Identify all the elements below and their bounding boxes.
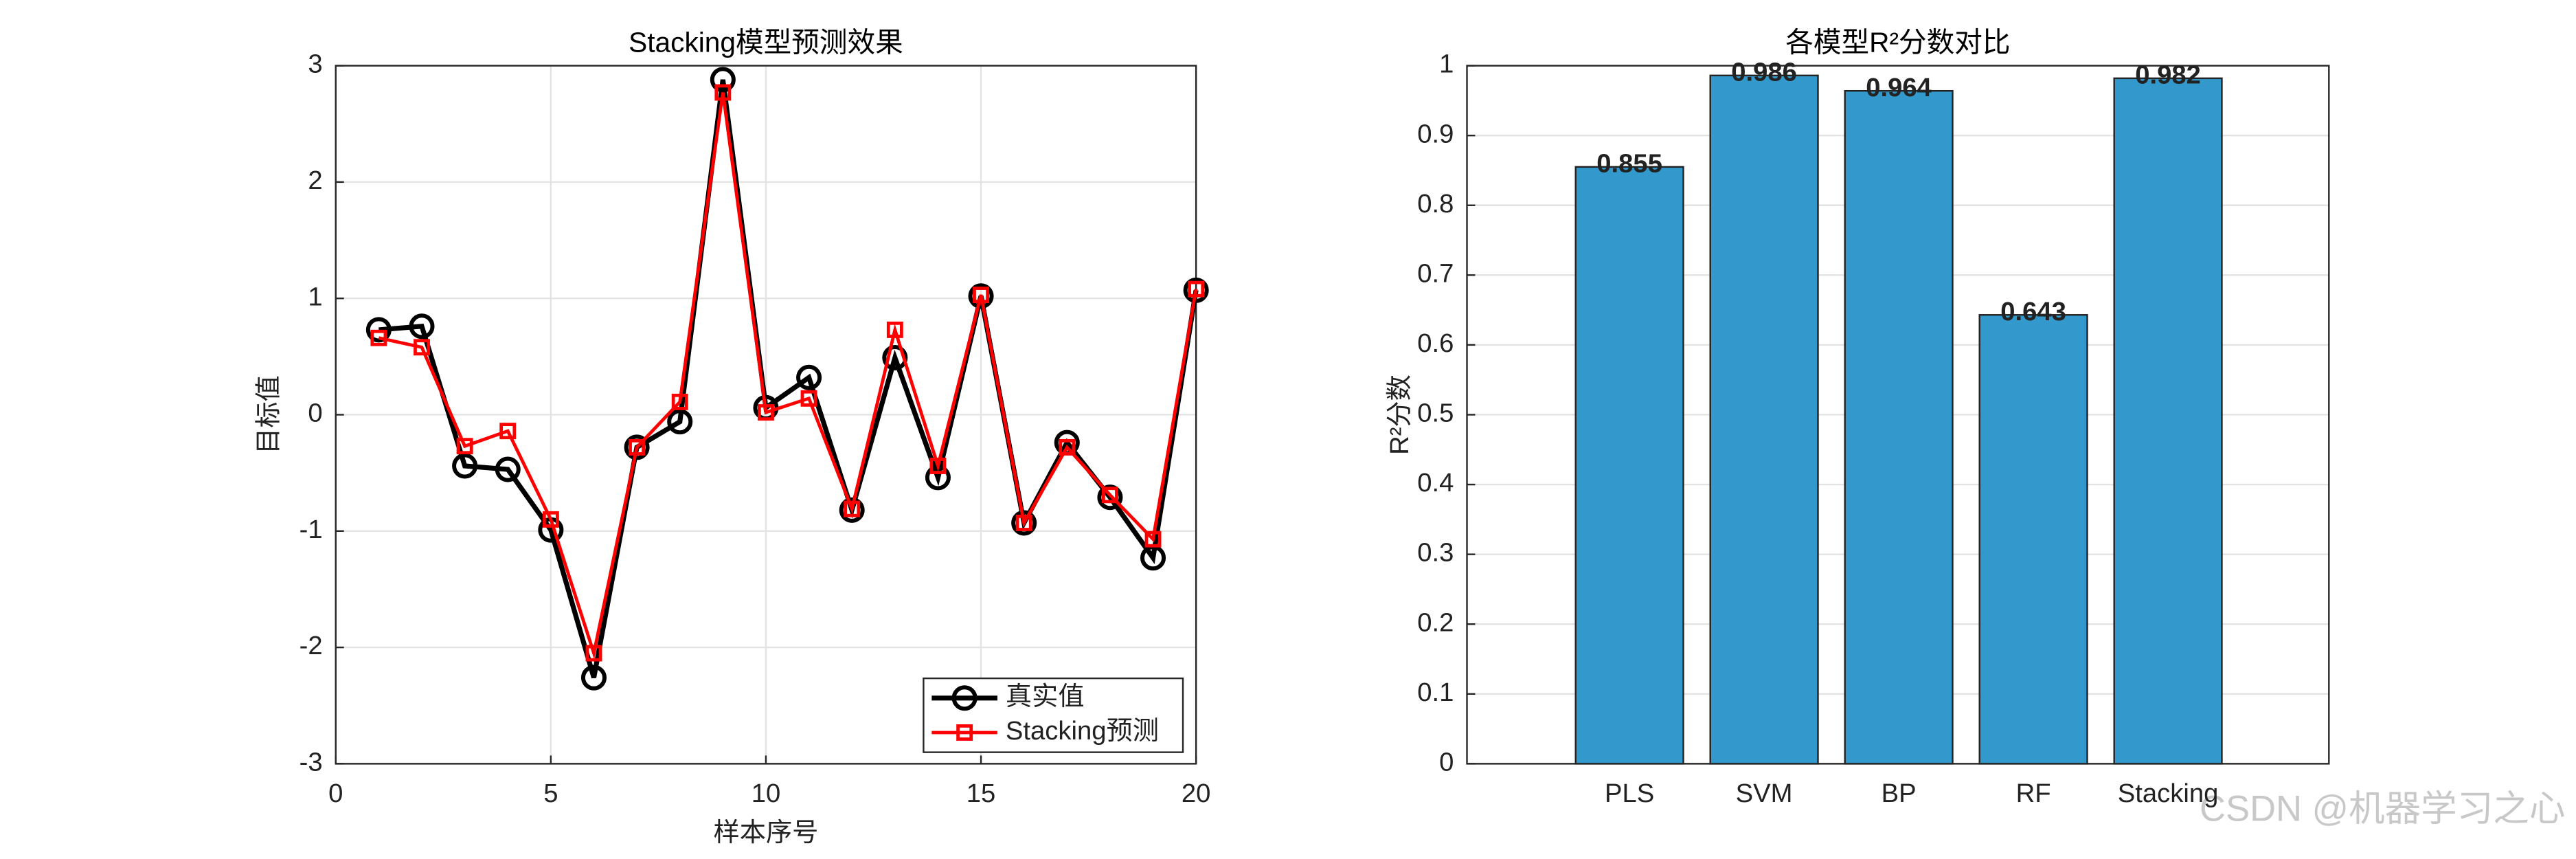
point <box>495 456 521 482</box>
y-tick-label: 0.2 <box>1417 607 1454 637</box>
series-line <box>378 92 1198 660</box>
point <box>585 645 602 662</box>
point <box>365 317 392 343</box>
point <box>929 458 947 474</box>
y-tick-label: 0 <box>308 399 322 428</box>
point <box>452 453 478 479</box>
chart-title: Stacking模型预测效果 <box>629 26 903 58</box>
y-tick-label: 2 <box>308 166 322 195</box>
y-tick-label: 0.4 <box>1417 468 1454 498</box>
x-tick-label: SVM <box>1736 779 1793 808</box>
y-axis-label: R²分数 <box>1385 375 1414 455</box>
value-label: 0.982 <box>2135 60 2201 90</box>
y-axis-label: 目标值 <box>253 375 283 454</box>
point <box>629 438 646 456</box>
legend-marker <box>951 685 978 711</box>
x-tick-label: 0 <box>328 779 343 808</box>
bar <box>1709 74 1819 765</box>
point <box>886 321 903 338</box>
point <box>624 434 650 460</box>
y-tick-label: 0.9 <box>1417 119 1454 148</box>
point <box>714 84 732 101</box>
value-label: 0.643 <box>2000 297 2066 326</box>
y-tick-label: 0.6 <box>1417 328 1454 358</box>
y-tick-label: -3 <box>300 747 323 777</box>
y-tick-label: -1 <box>300 515 323 544</box>
point <box>671 393 688 410</box>
point <box>1101 487 1118 504</box>
point <box>667 409 693 435</box>
y-tick-label: -2 <box>300 631 323 660</box>
point <box>409 313 435 339</box>
x-axis-label: 样本序号 <box>713 818 818 847</box>
watermark: CSDN @机器学习之心 <box>2200 789 2565 829</box>
point <box>973 287 990 304</box>
point <box>499 423 517 440</box>
series-line <box>379 79 1199 679</box>
point <box>1011 510 1037 536</box>
x-tick-label: 10 <box>752 779 781 808</box>
point <box>542 511 559 528</box>
bar <box>1978 314 2088 765</box>
bar <box>1574 166 1684 765</box>
point <box>1183 277 1209 303</box>
bar <box>1844 89 1954 765</box>
legend-label: Stacking预测 <box>1006 716 1159 746</box>
value-label: 0.986 <box>1731 58 1797 87</box>
legend-label: 真实值 <box>1006 682 1085 711</box>
y-tick-label: 0.7 <box>1417 258 1454 288</box>
x-tick-label: PLS <box>1605 779 1654 808</box>
point <box>1097 484 1123 511</box>
point <box>844 500 861 517</box>
point <box>758 404 774 421</box>
chart-title: 各模型R²分数对比 <box>1785 26 2010 58</box>
value-label: 0.964 <box>1866 73 1932 102</box>
y-tick-label: 3 <box>308 49 322 79</box>
point <box>1188 280 1205 298</box>
point <box>1015 514 1032 531</box>
x-tick-label: 15 <box>967 779 996 808</box>
point <box>968 283 994 309</box>
point <box>796 364 822 390</box>
y-tick-label: 0.3 <box>1417 538 1454 568</box>
axes-box <box>335 65 1197 765</box>
bar <box>2113 77 2223 765</box>
point <box>839 497 865 523</box>
point <box>1144 531 1162 548</box>
x-tick-label: Stacking <box>2118 779 2219 808</box>
y-tick-label: 1 <box>308 282 322 311</box>
point <box>456 438 473 455</box>
y-tick-label: 1 <box>1439 49 1454 79</box>
x-tick-label: 5 <box>543 779 558 808</box>
value-label: 0.855 <box>1596 149 1662 179</box>
point <box>800 390 817 407</box>
x-tick-label: BP <box>1882 779 1917 808</box>
legend: 真实值 Stacking预测 <box>923 677 1184 753</box>
y-tick-label: 0.8 <box>1417 189 1454 219</box>
point <box>882 345 908 371</box>
point <box>1059 438 1076 456</box>
point <box>580 665 607 691</box>
y-tick-label: 0.5 <box>1417 399 1454 428</box>
point <box>710 67 736 93</box>
x-tick-label: 20 <box>1182 779 1211 808</box>
point <box>414 339 430 356</box>
point <box>370 329 387 346</box>
x-tick-label: RF <box>2016 779 2051 808</box>
legend-marker <box>956 724 973 741</box>
y-tick-label: 0 <box>1439 747 1454 777</box>
y-tick-label: 0.1 <box>1417 678 1454 707</box>
